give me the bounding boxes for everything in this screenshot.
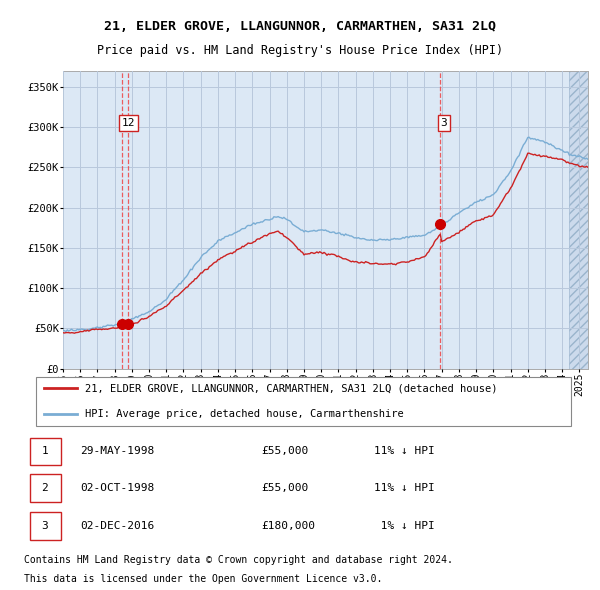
FancyBboxPatch shape xyxy=(29,474,61,502)
Text: This data is licensed under the Open Government Licence v3.0.: This data is licensed under the Open Gov… xyxy=(24,575,382,584)
Text: Contains HM Land Registry data © Crown copyright and database right 2024.: Contains HM Land Registry data © Crown c… xyxy=(24,555,453,565)
Text: 02-OCT-1998: 02-OCT-1998 xyxy=(80,483,155,493)
Text: £180,000: £180,000 xyxy=(261,521,315,531)
FancyBboxPatch shape xyxy=(29,512,61,540)
Text: 3: 3 xyxy=(440,118,447,128)
Text: Price paid vs. HM Land Registry's House Price Index (HPI): Price paid vs. HM Land Registry's House … xyxy=(97,44,503,57)
Text: 11% ↓ HPI: 11% ↓ HPI xyxy=(374,447,434,457)
Text: 02-DEC-2016: 02-DEC-2016 xyxy=(80,521,155,531)
Text: 3: 3 xyxy=(41,521,48,531)
Text: 21, ELDER GROVE, LLANGUNNOR, CARMARTHEN, SA31 2LQ: 21, ELDER GROVE, LLANGUNNOR, CARMARTHEN,… xyxy=(104,20,496,33)
Text: £55,000: £55,000 xyxy=(261,483,308,493)
Text: 2: 2 xyxy=(41,483,48,493)
Text: 29-MAY-1998: 29-MAY-1998 xyxy=(80,447,155,457)
Text: 1% ↓ HPI: 1% ↓ HPI xyxy=(374,521,434,531)
Bar xyxy=(569,71,588,369)
FancyBboxPatch shape xyxy=(35,377,571,425)
Text: HPI: Average price, detached house, Carmarthenshire: HPI: Average price, detached house, Carm… xyxy=(85,409,404,419)
Bar xyxy=(569,71,588,369)
Text: 12: 12 xyxy=(122,118,135,128)
Text: 21, ELDER GROVE, LLANGUNNOR, CARMARTHEN, SA31 2LQ (detached house): 21, ELDER GROVE, LLANGUNNOR, CARMARTHEN,… xyxy=(85,383,498,393)
Text: 11% ↓ HPI: 11% ↓ HPI xyxy=(374,483,434,493)
Text: £55,000: £55,000 xyxy=(261,447,308,457)
FancyBboxPatch shape xyxy=(29,438,61,465)
Text: 1: 1 xyxy=(41,447,48,457)
